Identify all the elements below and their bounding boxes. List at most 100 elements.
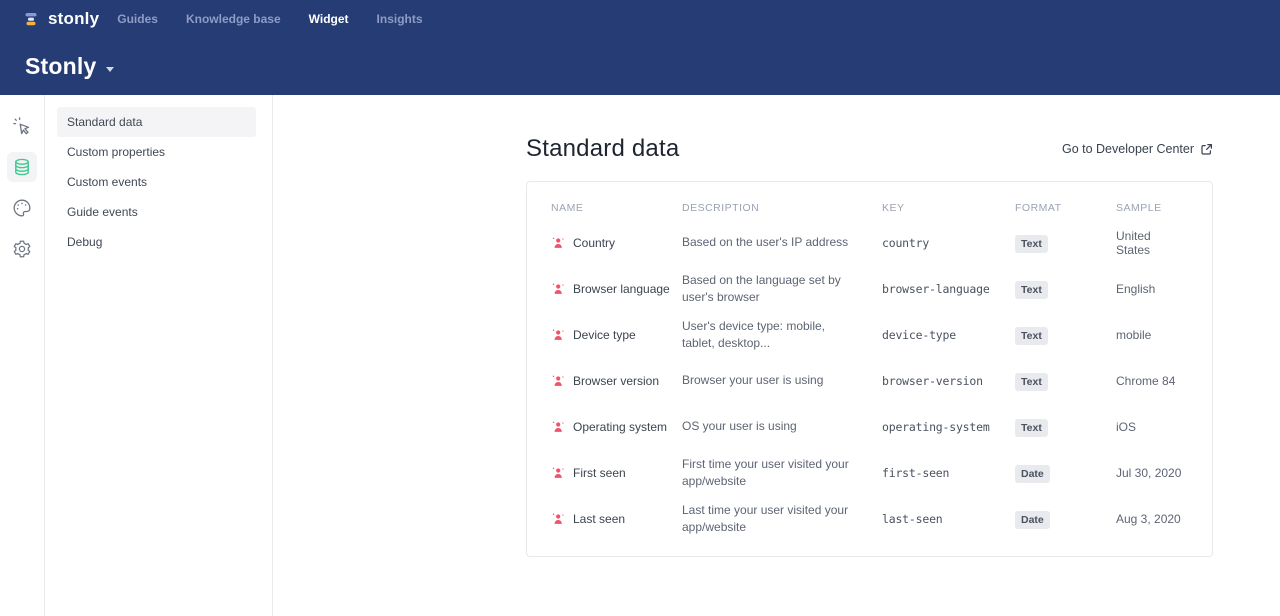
row-sample: Chrome 84 (1116, 374, 1176, 388)
stonly-logo-icon (25, 13, 37, 26)
format-badge: Text (1015, 418, 1048, 437)
icon-rail (0, 95, 45, 616)
row-name-cell: Browser language (551, 282, 682, 296)
topnav-item-guides[interactable]: Guides (117, 12, 158, 26)
page-title: Standard data (526, 135, 680, 162)
column-header-name: NAME (551, 202, 584, 214)
row-sample: iOS (1116, 420, 1137, 434)
format-badge: Text (1015, 234, 1048, 253)
row-name-cell: Last seen (551, 512, 682, 526)
workspace-header: Stonly (0, 38, 1280, 95)
topnav-item-knowledge-base[interactable]: Knowledge base (185, 12, 281, 26)
row-name-cell: Browser version (551, 374, 682, 388)
row-format-cell: Date (1015, 464, 1116, 483)
row-description: Browser your user is using (682, 373, 824, 388)
user-attribute-icon (552, 467, 564, 478)
row-name: Device type (573, 328, 636, 342)
user-attribute-icon (552, 237, 564, 248)
row-name-cell: Operating system (551, 420, 682, 434)
row-sample: United States (1116, 229, 1151, 257)
row-sample: Aug 3, 2020 (1116, 512, 1181, 526)
column-header-key: KEY (882, 202, 905, 214)
user-attribute-icon (552, 513, 564, 524)
developer-center-link[interactable]: Go to Developer Center (1062, 142, 1213, 156)
stonly-logo-text: stonly (48, 9, 100, 28)
rail-item-settings[interactable] (7, 234, 37, 264)
table-row: Operating system OS your user is using ope… (527, 404, 1212, 450)
column-header-description: DESCRIPTION (682, 202, 760, 214)
topnav-items: Guides Knowledge base Widget Insights (115, 8, 424, 30)
row-key: operating-system (882, 420, 990, 434)
row-key: device-type (882, 328, 956, 342)
table-row: Country Based on the user's IP address cou… (527, 220, 1212, 266)
row-name-cell: First seen (551, 466, 682, 480)
row-name-cell: Country (551, 236, 682, 250)
row-name: Browser version (573, 374, 660, 388)
user-attribute-icon (552, 283, 564, 294)
standard-data-table: NAME DESCRIPTION KEY FORMAT SAMPLE Country Ba… (526, 181, 1213, 557)
developer-center-link-label: Go to Developer Center (1061, 142, 1194, 156)
row-name: Browser language (573, 282, 670, 296)
topnav-item-widget[interactable]: Widget (308, 12, 349, 26)
user-attribute-icon (552, 375, 564, 386)
table-row: Browser language Based on the language se… (527, 266, 1212, 312)
main-content: Standard data Go to Developer Center NAM… (273, 95, 1280, 616)
rail-item-user-data[interactable] (7, 152, 37, 182)
row-key: first-seen (882, 466, 950, 480)
row-key: browser-version (882, 374, 983, 388)
palette-icon (13, 199, 31, 217)
row-format-cell: Text (1015, 372, 1116, 391)
table-header-row: NAME DESCRIPTION KEY FORMAT SAMPLE (527, 182, 1212, 220)
format-badge: Text (1015, 326, 1048, 345)
row-description: Based on the user's IP address (682, 235, 849, 250)
gear-icon (13, 240, 31, 258)
table-row: Device type User's device type: mobile, t… (527, 312, 1212, 358)
pointer-sparkle-icon (13, 117, 30, 135)
user-attribute-icon (552, 421, 564, 432)
row-format-cell: Text (1015, 234, 1116, 253)
format-badge: Date (1015, 464, 1050, 483)
row-name: Last seen (573, 512, 626, 526)
chevron-down-icon[interactable] (106, 67, 115, 72)
row-sample: English (1116, 282, 1156, 296)
row-name: Country (573, 236, 616, 250)
topnav-item-insights[interactable]: Insights (376, 12, 423, 26)
row-name-cell: Device type (551, 328, 682, 342)
table-body: Country Based on the user's IP address cou… (527, 220, 1212, 542)
stonly-logo[interactable]: stonly (24, 9, 99, 29)
sidebar-item-guide-events[interactable]: Guide events (67, 205, 138, 219)
sidebar-item-debug[interactable]: Debug (67, 235, 103, 249)
table-row: First seen First time your user visited y… (527, 450, 1212, 496)
sidebar-item-custom-events[interactable]: Custom events (67, 175, 148, 189)
row-key: last-seen (882, 512, 943, 526)
format-badge: Text (1015, 372, 1048, 391)
sidebar-item-custom-properties[interactable]: Custom properties (67, 145, 166, 159)
rail-item-pointer[interactable] (7, 111, 37, 141)
sidebar-item-standard-data[interactable]: Standard data (57, 107, 256, 137)
column-header-sample: SAMPLE (1116, 202, 1162, 214)
row-format-cell: Text (1015, 280, 1116, 299)
workspace-title: Stonly (25, 53, 97, 79)
external-link-icon (1201, 143, 1212, 155)
row-format-cell: Date (1015, 510, 1116, 529)
format-badge: Text (1015, 280, 1048, 299)
rail-item-appearance[interactable] (7, 193, 37, 223)
row-sample: Jul 30, 2020 (1116, 466, 1182, 480)
format-badge: Date (1015, 510, 1050, 529)
row-description: OS your user is using (682, 419, 797, 434)
row-description: Last time your user visited your app/web… (682, 502, 849, 534)
row-description: First time your user visited your app/we… (682, 456, 849, 488)
row-format-cell: Text (1015, 418, 1116, 437)
data-sidebar: Standard data Custom properties Custom eve… (45, 95, 273, 616)
row-key: country (882, 236, 930, 250)
user-attribute-icon (552, 329, 564, 340)
row-description: User's device type: mobile, tablet, desk… (682, 318, 826, 350)
row-sample: mobile (1116, 328, 1152, 342)
row-name: Operating system (573, 420, 668, 434)
database-icon (15, 158, 29, 176)
row-description: Based on the language set by user's brow… (682, 272, 841, 304)
row-key: browser-language (882, 282, 990, 296)
table-row: Browser version Browser your user is usin… (527, 358, 1212, 404)
column-header-format: FORMAT (1015, 202, 1062, 214)
row-name: First seen (573, 466, 626, 480)
